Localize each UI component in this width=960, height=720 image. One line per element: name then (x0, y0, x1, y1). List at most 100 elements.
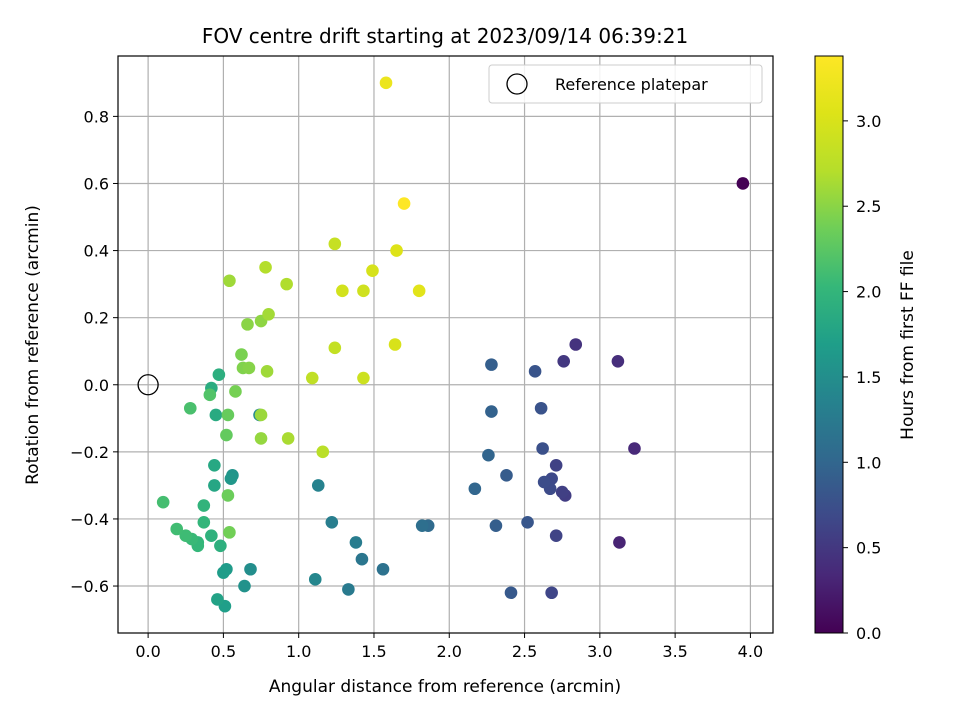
y-tick-label: 0.8 (84, 107, 109, 126)
data-point (468, 482, 482, 496)
colorbar-tick-label: 0.5 (856, 539, 881, 558)
data-point (412, 284, 426, 298)
data-point (224, 472, 238, 485)
y-tick-label: 0.6 (84, 174, 109, 193)
legend-label: Reference platepar (555, 75, 708, 94)
data-point (262, 308, 275, 321)
data-point (208, 458, 221, 472)
data-point (260, 365, 274, 378)
x-tick-label: 3.5 (662, 642, 687, 661)
x-tick-label: 0.5 (211, 642, 236, 661)
y-tick-label: 0.4 (84, 242, 109, 261)
data-point (555, 485, 569, 499)
data-point (209, 408, 223, 422)
data-point (281, 432, 295, 445)
data-point (613, 536, 626, 549)
data-point (537, 475, 551, 489)
data-point (223, 274, 236, 288)
y-tick-label: −0.4 (70, 510, 109, 529)
data-point (156, 495, 170, 509)
legend-box (488, 64, 763, 104)
data-point (736, 177, 750, 190)
x-axis-label: Angular distance from reference (arcmin) (269, 677, 621, 697)
data-point (308, 573, 322, 586)
data-point (238, 579, 251, 593)
colorbar-gradient (814, 55, 844, 634)
data-point (388, 338, 402, 351)
data-point (536, 442, 549, 455)
chart-title: FOV centre drift starting at 2023/09/14 … (202, 24, 688, 48)
data-point (179, 529, 193, 543)
data-point (325, 515, 339, 529)
y-axis-label: Rotation from reference (arcmin) (23, 205, 43, 485)
data-point (355, 552, 369, 566)
legend: Reference platepar (488, 64, 763, 104)
colorbar-tick-label: 1.0 (856, 453, 881, 472)
data-point (549, 458, 563, 472)
data-point (521, 515, 534, 529)
data-point (211, 593, 224, 606)
data-point (316, 445, 330, 459)
data-point (376, 562, 390, 576)
data-point (545, 586, 558, 600)
data-point (500, 469, 513, 482)
x-tick-label: 2.0 (437, 642, 462, 661)
reference-marker-group (137, 374, 159, 396)
data-point (223, 526, 236, 539)
data-points (156, 76, 750, 613)
data-point (212, 368, 226, 381)
data-point (242, 361, 256, 375)
data-point (203, 388, 217, 402)
data-point (534, 401, 548, 415)
colorbar-tick-label: 0.0 (856, 624, 881, 643)
data-point (280, 277, 293, 291)
data-point (221, 489, 235, 502)
x-tick-label: 0.0 (135, 642, 160, 661)
data-point (485, 358, 498, 371)
data-point (357, 284, 370, 298)
data-point (311, 479, 325, 492)
y-tick-label: −0.6 (70, 577, 109, 596)
data-point (221, 408, 235, 422)
data-point (235, 348, 248, 361)
data-point (611, 354, 625, 368)
y-tick-label: 0.2 (84, 309, 109, 328)
colorbar-tick-label: 2.5 (856, 197, 881, 216)
data-point (241, 318, 254, 331)
data-point (397, 197, 411, 210)
data-point (482, 448, 495, 462)
data-point (528, 365, 542, 378)
y-tick-label: 0.0 (84, 376, 109, 395)
data-point (170, 522, 184, 536)
data-point (254, 408, 268, 422)
data-point (305, 371, 319, 385)
colorbar-tick-label: 1.5 (856, 368, 881, 387)
data-point (229, 385, 242, 398)
data-point (208, 479, 221, 492)
y-tick-label: −0.2 (70, 443, 109, 462)
data-point (485, 405, 498, 418)
data-point (557, 354, 571, 368)
colorbar-ticks: 0.0 0.5 1.0 1.5 2.0 2.5 3.0 (843, 112, 881, 643)
data-point (214, 539, 227, 553)
data-point (254, 432, 268, 445)
colorbar-tick-label: 2.0 (856, 283, 881, 302)
x-tick-label: 1.5 (361, 642, 386, 661)
data-point (197, 499, 211, 512)
data-point (489, 519, 503, 532)
legend-reference-marker (506, 73, 528, 95)
data-point (342, 583, 355, 596)
colorbar-tick-label: 3.0 (856, 112, 881, 131)
reference-marker (137, 374, 159, 396)
data-point (504, 586, 518, 600)
data-point (328, 237, 342, 251)
colorbar: 0.0 0.5 1.0 1.5 2.0 2.5 3.0 Hours from first F… (814, 55, 918, 643)
data-point (244, 562, 257, 576)
x-axis-ticks: 0.0 0.5 1.0 1.5 2.0 2.5 3.0 3.5 4.0 (135, 633, 763, 661)
data-point (349, 536, 363, 549)
data-point (197, 515, 211, 529)
data-point (379, 76, 393, 90)
colorbar-label: Hours from first FF file (898, 250, 918, 440)
data-point (415, 519, 429, 532)
data-point (205, 529, 218, 543)
